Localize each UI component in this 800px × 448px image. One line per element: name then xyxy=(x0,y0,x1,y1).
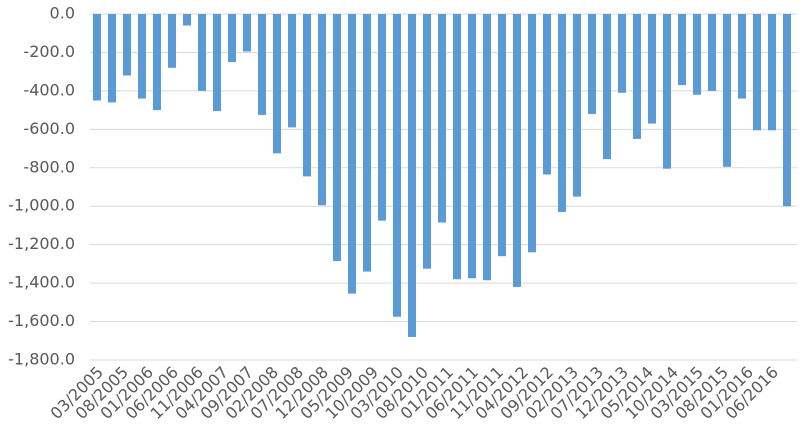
y-tick-label: -1,600.0 xyxy=(8,311,75,330)
bar xyxy=(183,14,191,26)
bar xyxy=(648,14,656,124)
bar xyxy=(93,14,101,101)
y-tick-label: -400.0 xyxy=(23,80,75,99)
bar xyxy=(423,14,431,269)
y-tick-label: -1,000.0 xyxy=(8,196,75,215)
bar xyxy=(408,14,416,337)
bar xyxy=(363,14,371,272)
bar xyxy=(618,14,626,93)
y-tick-label: -600.0 xyxy=(23,119,75,138)
bar xyxy=(123,14,131,76)
bar xyxy=(783,14,791,207)
bar xyxy=(528,14,536,253)
bar xyxy=(468,14,476,279)
y-tick-label: -1,800.0 xyxy=(8,350,75,369)
bar xyxy=(228,14,236,63)
bar xyxy=(273,14,281,154)
bar xyxy=(588,14,596,114)
bar xyxy=(288,14,296,128)
bar xyxy=(678,14,686,86)
bar xyxy=(663,14,671,169)
y-tick-label: 0.0 xyxy=(50,4,75,23)
bar xyxy=(303,14,311,177)
bar xyxy=(393,14,401,317)
bar xyxy=(213,14,221,112)
y-tick-label: -200.0 xyxy=(23,42,75,61)
bar xyxy=(453,14,461,280)
bar xyxy=(318,14,326,206)
bar xyxy=(258,14,266,115)
bar xyxy=(708,14,716,91)
bar xyxy=(153,14,161,111)
bar xyxy=(543,14,551,175)
bar xyxy=(108,14,116,103)
bar xyxy=(513,14,521,287)
bar xyxy=(138,14,146,99)
bar xyxy=(333,14,341,262)
bar xyxy=(198,14,206,91)
bar xyxy=(378,14,386,221)
bar xyxy=(633,14,641,139)
bar xyxy=(753,14,761,131)
bar xyxy=(693,14,701,95)
bar xyxy=(573,14,581,197)
bar xyxy=(243,14,251,52)
bar xyxy=(498,14,506,257)
bar xyxy=(738,14,746,99)
bar xyxy=(768,14,776,131)
bar xyxy=(723,14,731,167)
y-tick-label: -1,200.0 xyxy=(8,234,75,253)
bar xyxy=(483,14,491,281)
bar xyxy=(168,14,176,68)
bar xyxy=(603,14,611,160)
bar xyxy=(348,14,356,294)
y-tick-label: -800.0 xyxy=(23,157,75,176)
y-tick-label: -1,400.0 xyxy=(8,273,75,292)
bar xyxy=(438,14,446,223)
bar xyxy=(558,14,566,212)
